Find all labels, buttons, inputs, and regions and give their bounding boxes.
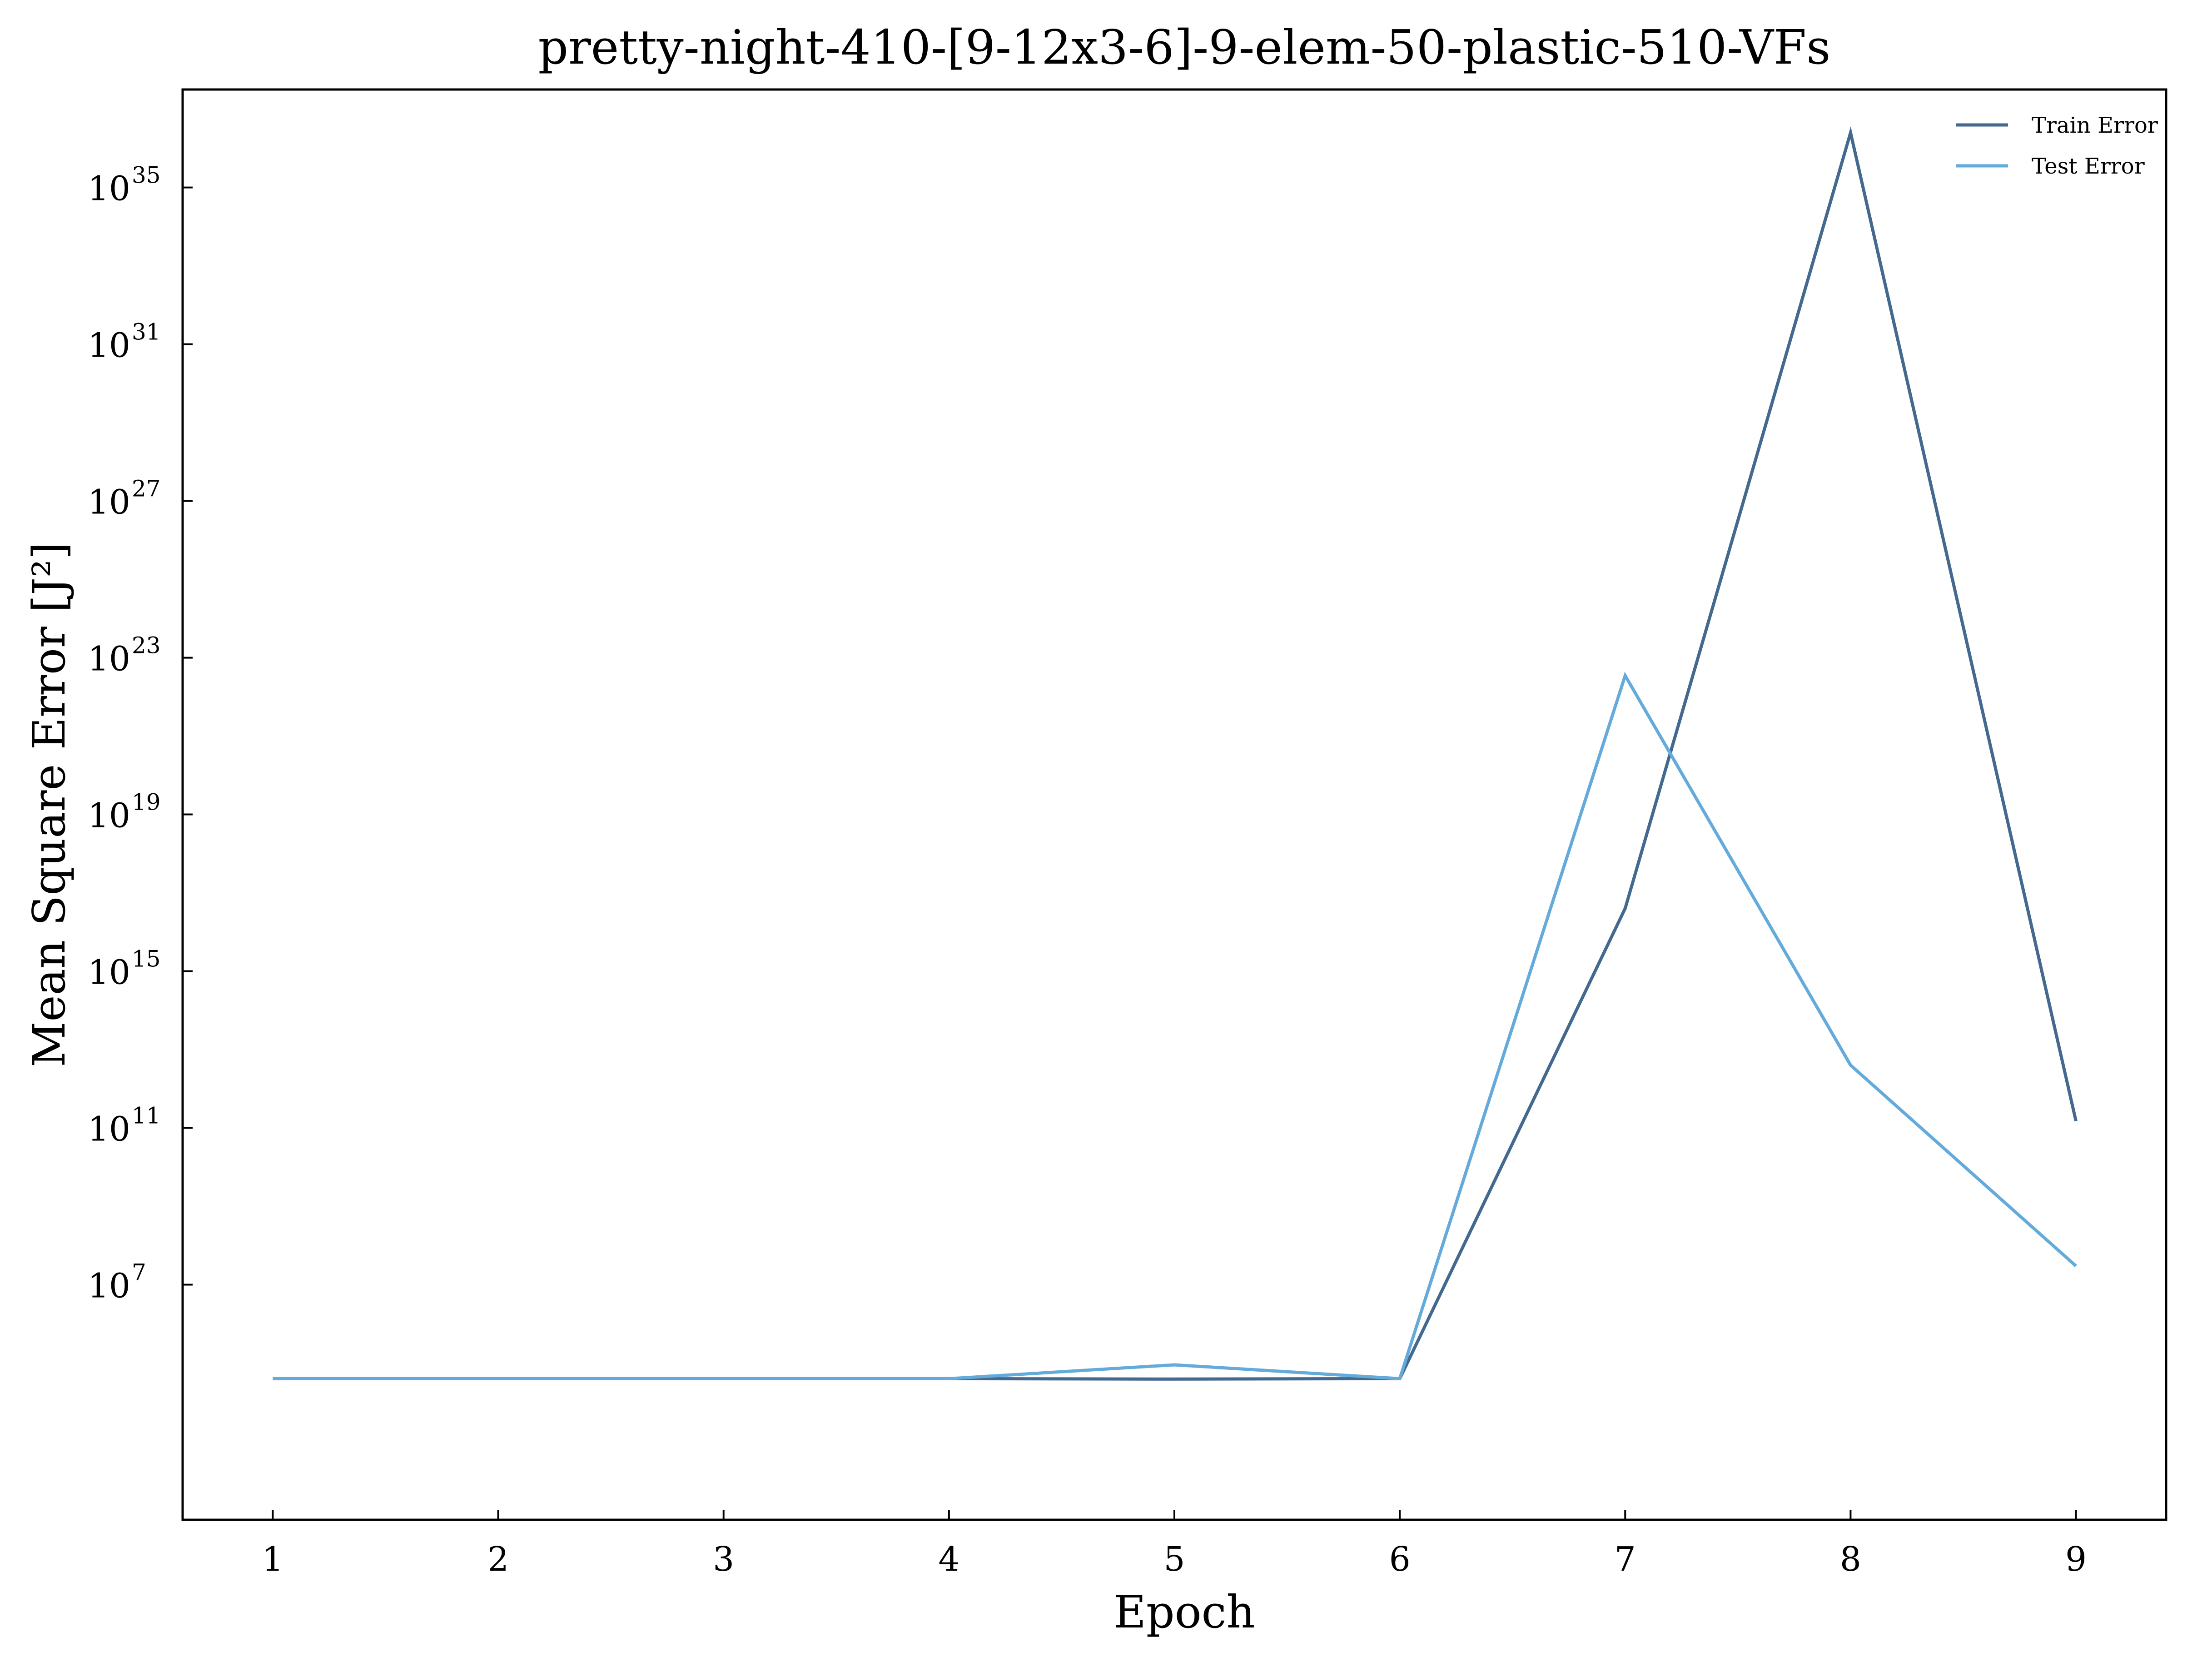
y-tick-base: 10 [88,796,130,836]
y-tick-base: 10 [88,1267,130,1306]
y-axis-label: Mean Square Error [J²] [24,542,75,1067]
y-tick-exponent: 19 [132,789,161,816]
series-layer [273,126,2078,1381]
x-axis-label: Epoch [1113,1587,1255,1638]
y-tick-base: 10 [88,1110,130,1149]
y-tick-exponent: 7 [132,1259,146,1286]
y-tick-exponent: 15 [132,946,161,972]
x-tick-label: 4 [938,1540,959,1579]
x-axis: 1 2 3 4 5 6 7 8 9 [262,1510,2087,1579]
x-tick-label: 2 [487,1540,509,1579]
y-tick-label: 10 [88,1110,130,1149]
legend-label: Train Error [2032,113,2158,138]
y-tick-base: 10 [88,640,130,679]
y-tick-exponent: 11 [132,1103,161,1129]
series-line-test-error [273,672,2077,1380]
y-tick-label: 10 [88,953,130,992]
x-tick-label: 9 [2065,1540,2087,1579]
y-tick-label: 10 [88,326,130,365]
x-tick-label: 7 [1615,1540,1636,1579]
x-tick-label: 5 [1163,1540,1185,1579]
x-tick-label: 3 [713,1540,734,1579]
y-tick-label: 10 [88,483,130,522]
y-tick-exponent: 23 [132,632,161,659]
x-tick-label: 1 [262,1540,283,1579]
y-tick-base: 10 [88,483,130,522]
y-tick-label: 10 [88,640,130,679]
y-tick-exponent: 27 [132,476,161,502]
y-tick-label: 10 [88,1267,130,1306]
x-tick-label: 8 [1840,1540,1861,1579]
y-tick-label: 10 [88,169,130,209]
y-tick-label: 10 [88,796,130,836]
y-tick-base: 10 [88,953,130,992]
y-tick-base: 10 [88,169,130,209]
legend-label: Test Error [2032,154,2145,179]
y-tick-exponent: 35 [132,162,161,189]
chart-title: pretty-night-410-[9-12x3-6]-9-elem-50-pl… [538,20,1830,75]
y-tick-exponent: 31 [132,319,161,345]
x-tick-label: 6 [1389,1540,1411,1579]
legend: Train Error Test Error [1956,113,2158,179]
y-tick-base: 10 [88,326,130,365]
